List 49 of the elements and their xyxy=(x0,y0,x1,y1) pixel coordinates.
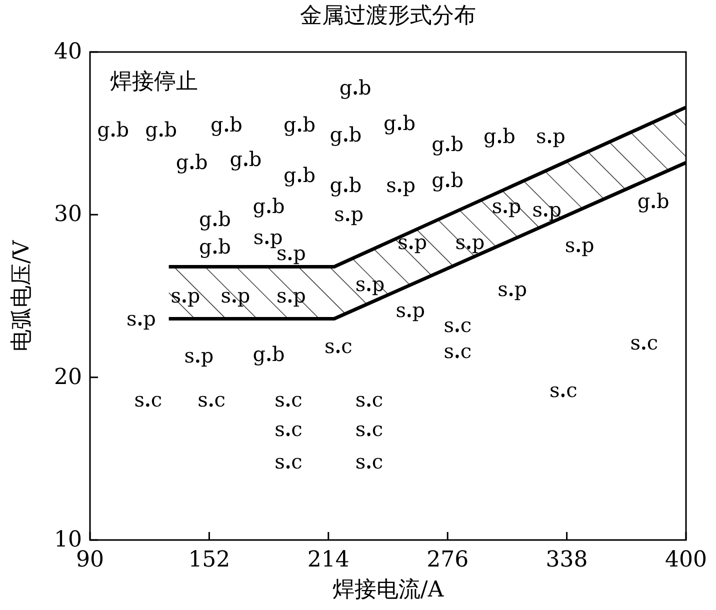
x-tick-label: 152 xyxy=(188,548,230,572)
text: s.c xyxy=(550,378,578,402)
text: g.b xyxy=(330,122,362,146)
text: g.b xyxy=(432,168,464,192)
y-tick-label: 40 xyxy=(54,40,82,64)
y-axis-title: 电弧电压/V xyxy=(10,239,34,352)
text: g.b xyxy=(637,189,670,214)
text: g.b xyxy=(284,163,316,188)
text: s.p xyxy=(184,344,214,368)
text: g.b xyxy=(198,207,231,232)
y-tick-label: 30 xyxy=(54,202,82,228)
text: g.b xyxy=(176,150,208,174)
text: g.b xyxy=(97,118,130,142)
text: g.b xyxy=(284,112,316,137)
series-label: s.p xyxy=(492,194,522,218)
text: g.b xyxy=(339,75,372,100)
text: s.c xyxy=(274,449,302,474)
text: g.b xyxy=(230,146,262,171)
series-label: g.b xyxy=(384,111,416,136)
text: g.b xyxy=(432,132,464,156)
text: s.p xyxy=(126,306,156,330)
text: s.c xyxy=(324,334,352,358)
text: g.b xyxy=(210,112,242,137)
x-tick-label: 90 xyxy=(76,548,104,572)
text: g.b xyxy=(330,172,362,197)
x-tick-label: 338 xyxy=(546,548,588,572)
text: s.p xyxy=(396,298,426,322)
text: g.b xyxy=(484,124,516,148)
text: s.p xyxy=(334,202,364,226)
text: s.c xyxy=(444,312,472,337)
text: g.b xyxy=(145,118,178,142)
text: s.p xyxy=(170,283,200,308)
text: s.c xyxy=(274,416,302,441)
text: s.p xyxy=(498,276,528,301)
x-axis-title: 焊接电流/A xyxy=(332,578,445,602)
y-tick-label: 20 xyxy=(54,364,82,390)
text: s.p xyxy=(536,124,566,148)
text: g.b xyxy=(198,234,231,259)
text: g.b xyxy=(252,194,285,218)
text: s.p xyxy=(398,230,428,254)
chart-title: 金属过渡形式分布 xyxy=(300,4,476,28)
text: g.b xyxy=(252,342,285,366)
x-tick-label: 276 xyxy=(426,548,469,572)
annotation: 焊接停止 xyxy=(110,70,198,94)
x-tick-label: 214 xyxy=(307,548,350,572)
x-tick-label: 400 xyxy=(665,548,707,572)
text: s.c xyxy=(444,338,472,363)
text: s.p xyxy=(386,172,416,197)
text: s.p xyxy=(564,233,594,258)
